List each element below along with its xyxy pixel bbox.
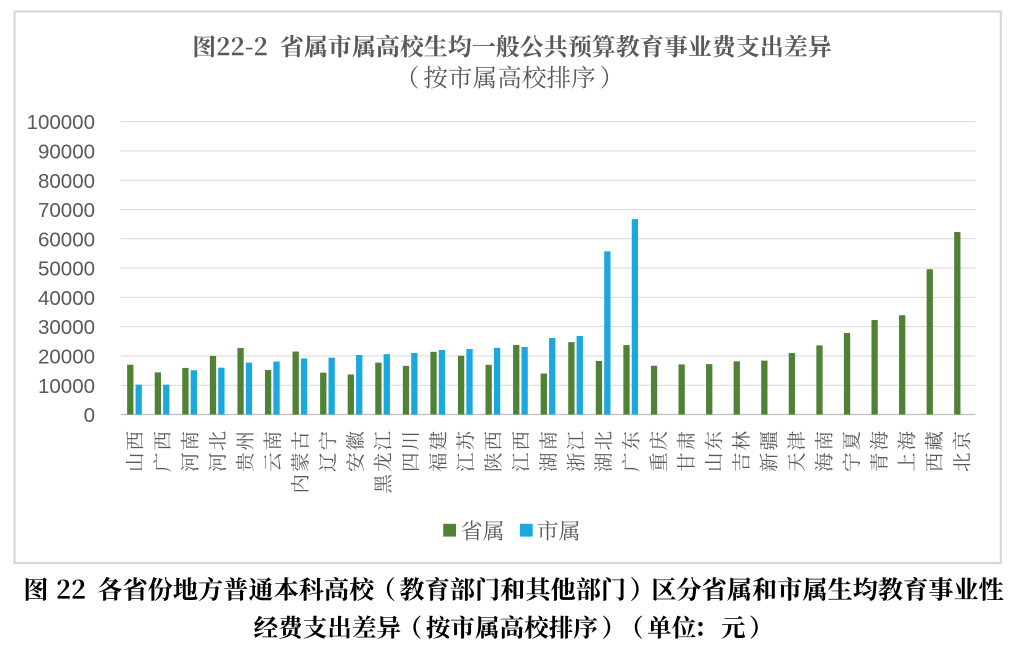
svg-text:40000: 40000: [38, 287, 95, 310]
svg-text:70000: 70000: [38, 199, 95, 222]
svg-text:0: 0: [84, 404, 95, 427]
svg-text:60000: 60000: [38, 228, 95, 251]
svg-text:20000: 20000: [38, 346, 95, 369]
svg-text:50000: 50000: [38, 258, 95, 281]
svg-text:100000: 100000: [27, 111, 95, 134]
svg-text:10000: 10000: [38, 375, 95, 398]
svg-text:80000: 80000: [38, 170, 95, 193]
svg-text:90000: 90000: [38, 141, 95, 164]
svg-text:30000: 30000: [38, 316, 95, 339]
